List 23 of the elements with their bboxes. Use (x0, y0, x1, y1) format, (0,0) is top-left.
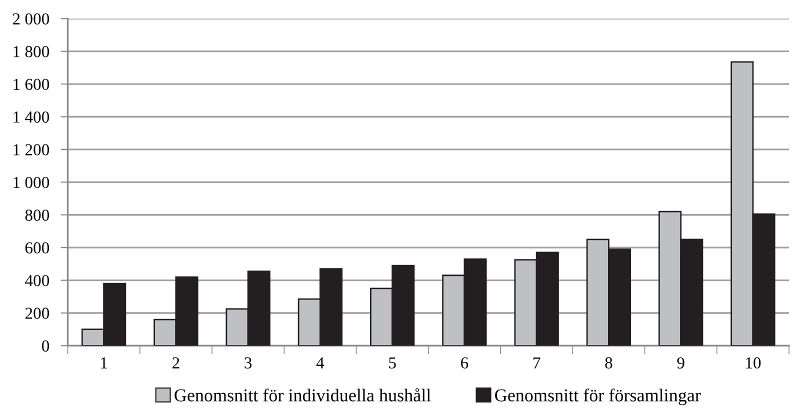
y-tick-label: 800 (25, 210, 50, 221)
y-tick-label: 600 (25, 242, 50, 254)
x-tick-label: 4 (316, 357, 324, 368)
y-tick-label: 200 (25, 308, 50, 319)
x-tick-label: 2 (172, 357, 180, 368)
legend-label: Genomsnitt för individuella hushåll (174, 388, 431, 402)
x-tick-label: 8 (605, 357, 612, 369)
x-tick-label: 7 (534, 357, 540, 368)
y-tick-label: 1 000 (14, 176, 50, 188)
y-tick-label: 1 400 (14, 111, 50, 123)
y-tick-label: 1 600 (14, 78, 50, 90)
legend-label: Genomsnitt för församlingar (495, 388, 701, 406)
x-tick-label: 6 (461, 357, 468, 369)
x-tick-label: 9 (677, 357, 684, 369)
x-tick-label: 3 (244, 357, 252, 369)
y-tick-label: 0 (42, 340, 50, 352)
y-tick-label: 1 200 (14, 144, 50, 156)
x-tick-label: 5 (389, 357, 396, 369)
y-tick-label: 2 000 (12, 13, 50, 25)
x-tick-label: 1 (101, 357, 107, 368)
y-tick-label: 400 (25, 274, 50, 286)
y-tick-label: 1 800 (14, 46, 50, 58)
x-tick-label: 10 (746, 357, 761, 369)
